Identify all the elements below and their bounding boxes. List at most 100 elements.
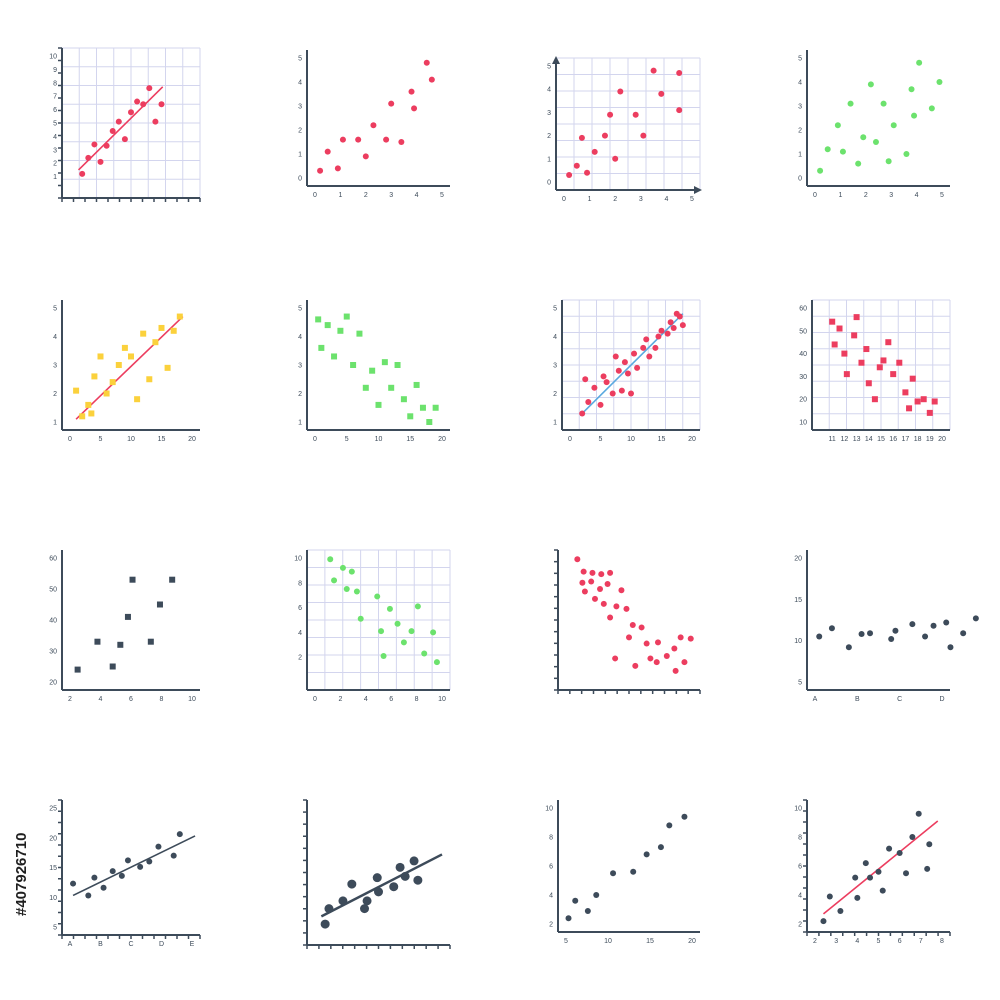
data-point (374, 887, 383, 897)
scatter-chart-6: 0 5 10 15 20 1 2 3 4 5 (250, 250, 500, 500)
scatter-chart-8: 11 12 13 14 15 16 17 18 19 20 10 20 30 40 50 60 (750, 250, 1000, 500)
data-point (618, 587, 625, 594)
data-point (134, 98, 141, 105)
data-point (826, 893, 833, 900)
x-tick-label: 10 (127, 436, 135, 443)
data-point (652, 344, 659, 351)
stock-id-svg: #407926710 (13, 833, 30, 916)
scatter-chart-1: 1 2 3 4 5 6 7 8 9 10 (0, 0, 250, 250)
y-tick-label: 10 (49, 895, 57, 902)
y-tick-label: 1 (53, 420, 57, 427)
data-point (634, 364, 641, 371)
y-tick-label: 5 (298, 56, 302, 63)
data-point (394, 620, 401, 627)
data-point (124, 857, 131, 864)
data-point (909, 621, 916, 628)
data-point (820, 918, 827, 925)
chart-svg: 0 5 10 15 20 1 2 3 4 5 (553, 299, 701, 443)
chart-svg (554, 549, 701, 694)
axes (58, 47, 201, 202)
axes (61, 550, 200, 691)
x-tick-label: E (190, 941, 195, 948)
data-point (831, 341, 838, 348)
data-point (597, 401, 604, 408)
axes (557, 800, 700, 933)
data-point (828, 625, 835, 632)
data-point (91, 874, 98, 881)
y-tick-label: 30 (49, 649, 57, 656)
scatter-chart-4: 0 1 2 3 4 5 0 1 2 3 4 5 (750, 0, 1000, 250)
x-tick-label: 15 (158, 436, 166, 443)
y-tick-label: 2 (298, 655, 302, 662)
data-point (647, 655, 654, 662)
data-point (109, 663, 116, 670)
y-tick-label: 5 (798, 56, 802, 63)
data-point (388, 384, 395, 391)
scatter-chart-3: 0 1 2 3 4 5 0 1 2 3 4 5 (500, 0, 750, 250)
data-point (885, 339, 892, 346)
data-point (585, 399, 592, 406)
data-point (324, 148, 331, 155)
data-point (847, 100, 854, 107)
data-point (103, 390, 110, 397)
x-tick-label: 10 (627, 436, 635, 443)
data-point (350, 362, 357, 368)
y-tick-label: 5 (53, 121, 57, 128)
y-tick-label: 2 (549, 922, 553, 929)
y-tick-label: 7 (53, 94, 57, 101)
x-tick-label: 2 (864, 192, 868, 199)
data-point (146, 376, 153, 383)
y-tick-label: 5 (53, 306, 57, 313)
data-point (578, 134, 585, 141)
x-tick-label: 5 (877, 938, 881, 945)
y-tick-label: 1 (298, 420, 302, 427)
x-tick-label: 0 (568, 436, 572, 443)
data-point (853, 314, 860, 321)
data-point (687, 635, 694, 642)
y-tick-label: 20 (49, 835, 57, 842)
data-point (357, 615, 364, 622)
y-tick-label: 10 (545, 806, 553, 813)
data-point (176, 831, 183, 838)
data-point (837, 907, 844, 914)
data-point (670, 324, 677, 331)
y-tick-label: 6 (549, 864, 553, 871)
x-tick-label: 20 (688, 938, 696, 945)
data-point (408, 628, 415, 635)
data-point (343, 313, 350, 320)
data-point (931, 398, 938, 405)
x-tick-label: A (813, 696, 818, 703)
data-point (360, 904, 370, 914)
data-point (338, 896, 348, 906)
data-point (324, 322, 331, 329)
y-tick-label: 9 (53, 67, 57, 74)
data-point (411, 105, 418, 112)
data-point (816, 633, 823, 640)
y-tick-label: 2 (547, 133, 551, 140)
data-point (926, 841, 933, 848)
y-tick-label: 10 (294, 556, 302, 563)
data-point (630, 868, 637, 875)
data-point (867, 874, 874, 881)
data-point (315, 316, 322, 323)
y-tick-label: 1 (298, 152, 302, 159)
y-tick-label: 5 (547, 64, 551, 71)
axes (803, 799, 951, 936)
y-tick-label: 40 (799, 351, 807, 358)
data-point (947, 644, 954, 651)
data-point (362, 384, 369, 391)
data-point (623, 605, 630, 612)
trend-line (320, 853, 443, 918)
grid-lines (555, 57, 701, 191)
x-tick-label: D (159, 941, 164, 948)
data-point (885, 158, 892, 165)
data-point (85, 154, 92, 161)
x-tick-label: 0 (313, 192, 317, 199)
data-point (867, 630, 874, 637)
y-tick-label: 1 (798, 152, 802, 159)
data-point (603, 379, 610, 386)
x-tick-label: 17 (902, 436, 910, 443)
data-point (936, 79, 943, 85)
data-point (666, 822, 673, 829)
data-point (658, 327, 665, 334)
